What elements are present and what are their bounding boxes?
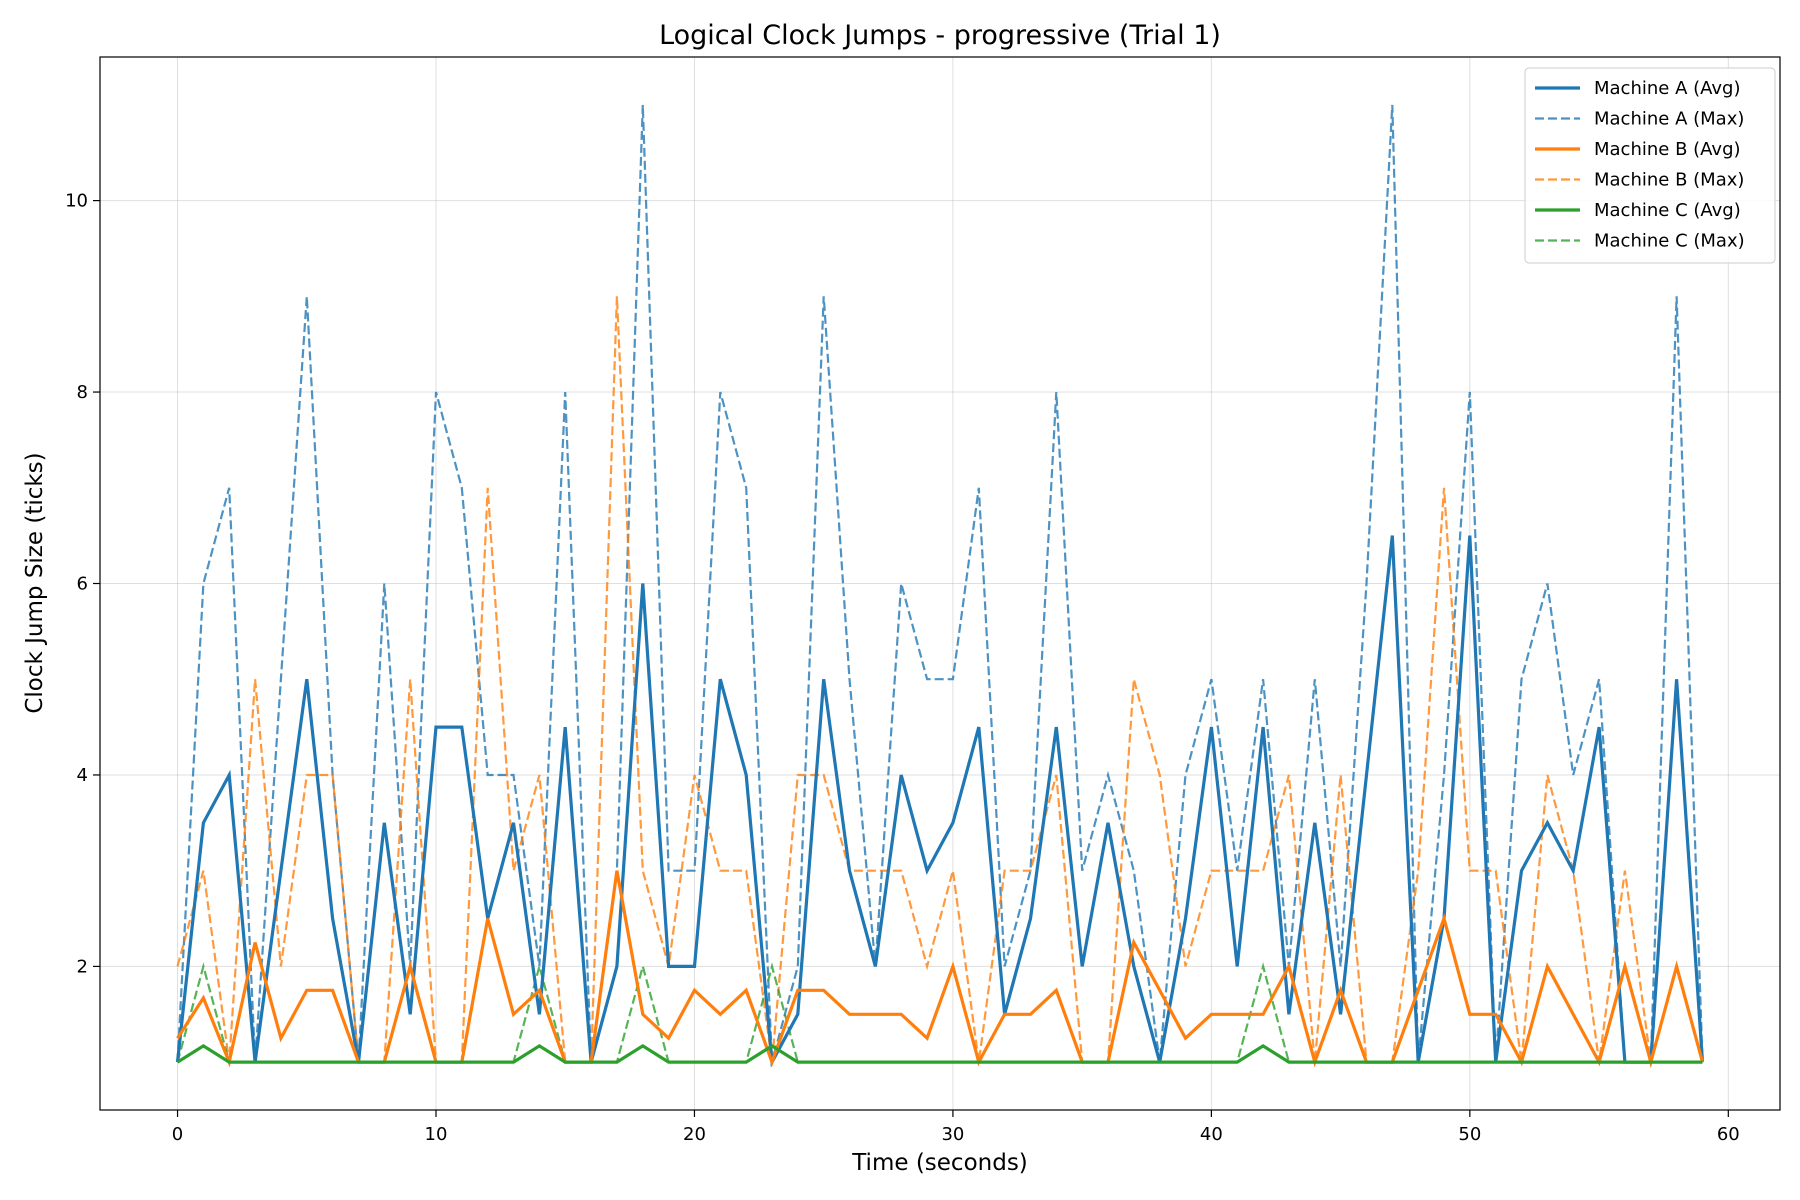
chart-title: Logical Clock Jumps - progressive (Trial… — [659, 20, 1221, 51]
series-layer — [175, 104, 1705, 1069]
x-tick-label: 50 — [1458, 1124, 1481, 1145]
y-tick-label: 6 — [77, 574, 88, 595]
legend-label: Machine B (Max) — [1594, 170, 1744, 191]
y-axis: 2 4 6 8 10 — [65, 191, 100, 977]
x-tick-label: 40 — [1200, 1124, 1223, 1145]
x-tick-label: 60 — [1717, 1124, 1740, 1145]
legend-box — [1524, 67, 1776, 264]
x-tick-label: 0 — [172, 1124, 183, 1145]
x-axis-label: Time (seconds) — [851, 1150, 1028, 1176]
x-axis: 0 10 20 30 40 50 60 — [172, 1110, 1740, 1145]
y-axis-label: Clock Jump Size (ticks) — [22, 452, 48, 713]
legend: Machine A (Avg) Machine A (Max) Machine B … — [1524, 67, 1776, 264]
y-tick-label: 4 — [77, 765, 88, 786]
series-line-0 — [175, 535, 1705, 1068]
y-tick-label: 2 — [77, 956, 88, 977]
series-line-4 — [176, 1044, 1703, 1064]
y-tick-label: 8 — [77, 382, 88, 403]
x-tick-label: 30 — [941, 1124, 964, 1145]
legend-label: Machine C (Avg) — [1594, 200, 1741, 221]
x-tick-label: 20 — [683, 1124, 706, 1145]
grid-lines — [100, 57, 1780, 1110]
x-tick-label: 10 — [425, 1124, 448, 1145]
legend-label: Machine A (Max) — [1594, 109, 1744, 130]
legend-label: Machine A (Avg) — [1594, 78, 1741, 99]
legend-label: Machine C (Max) — [1594, 231, 1745, 252]
series-line-2 — [176, 870, 1705, 1069]
series-line-1 — [176, 104, 1704, 1064]
legend-label: Machine B (Avg) — [1594, 139, 1741, 160]
y-tick-label: 10 — [65, 191, 88, 212]
series-line-3 — [176, 296, 1704, 1064]
